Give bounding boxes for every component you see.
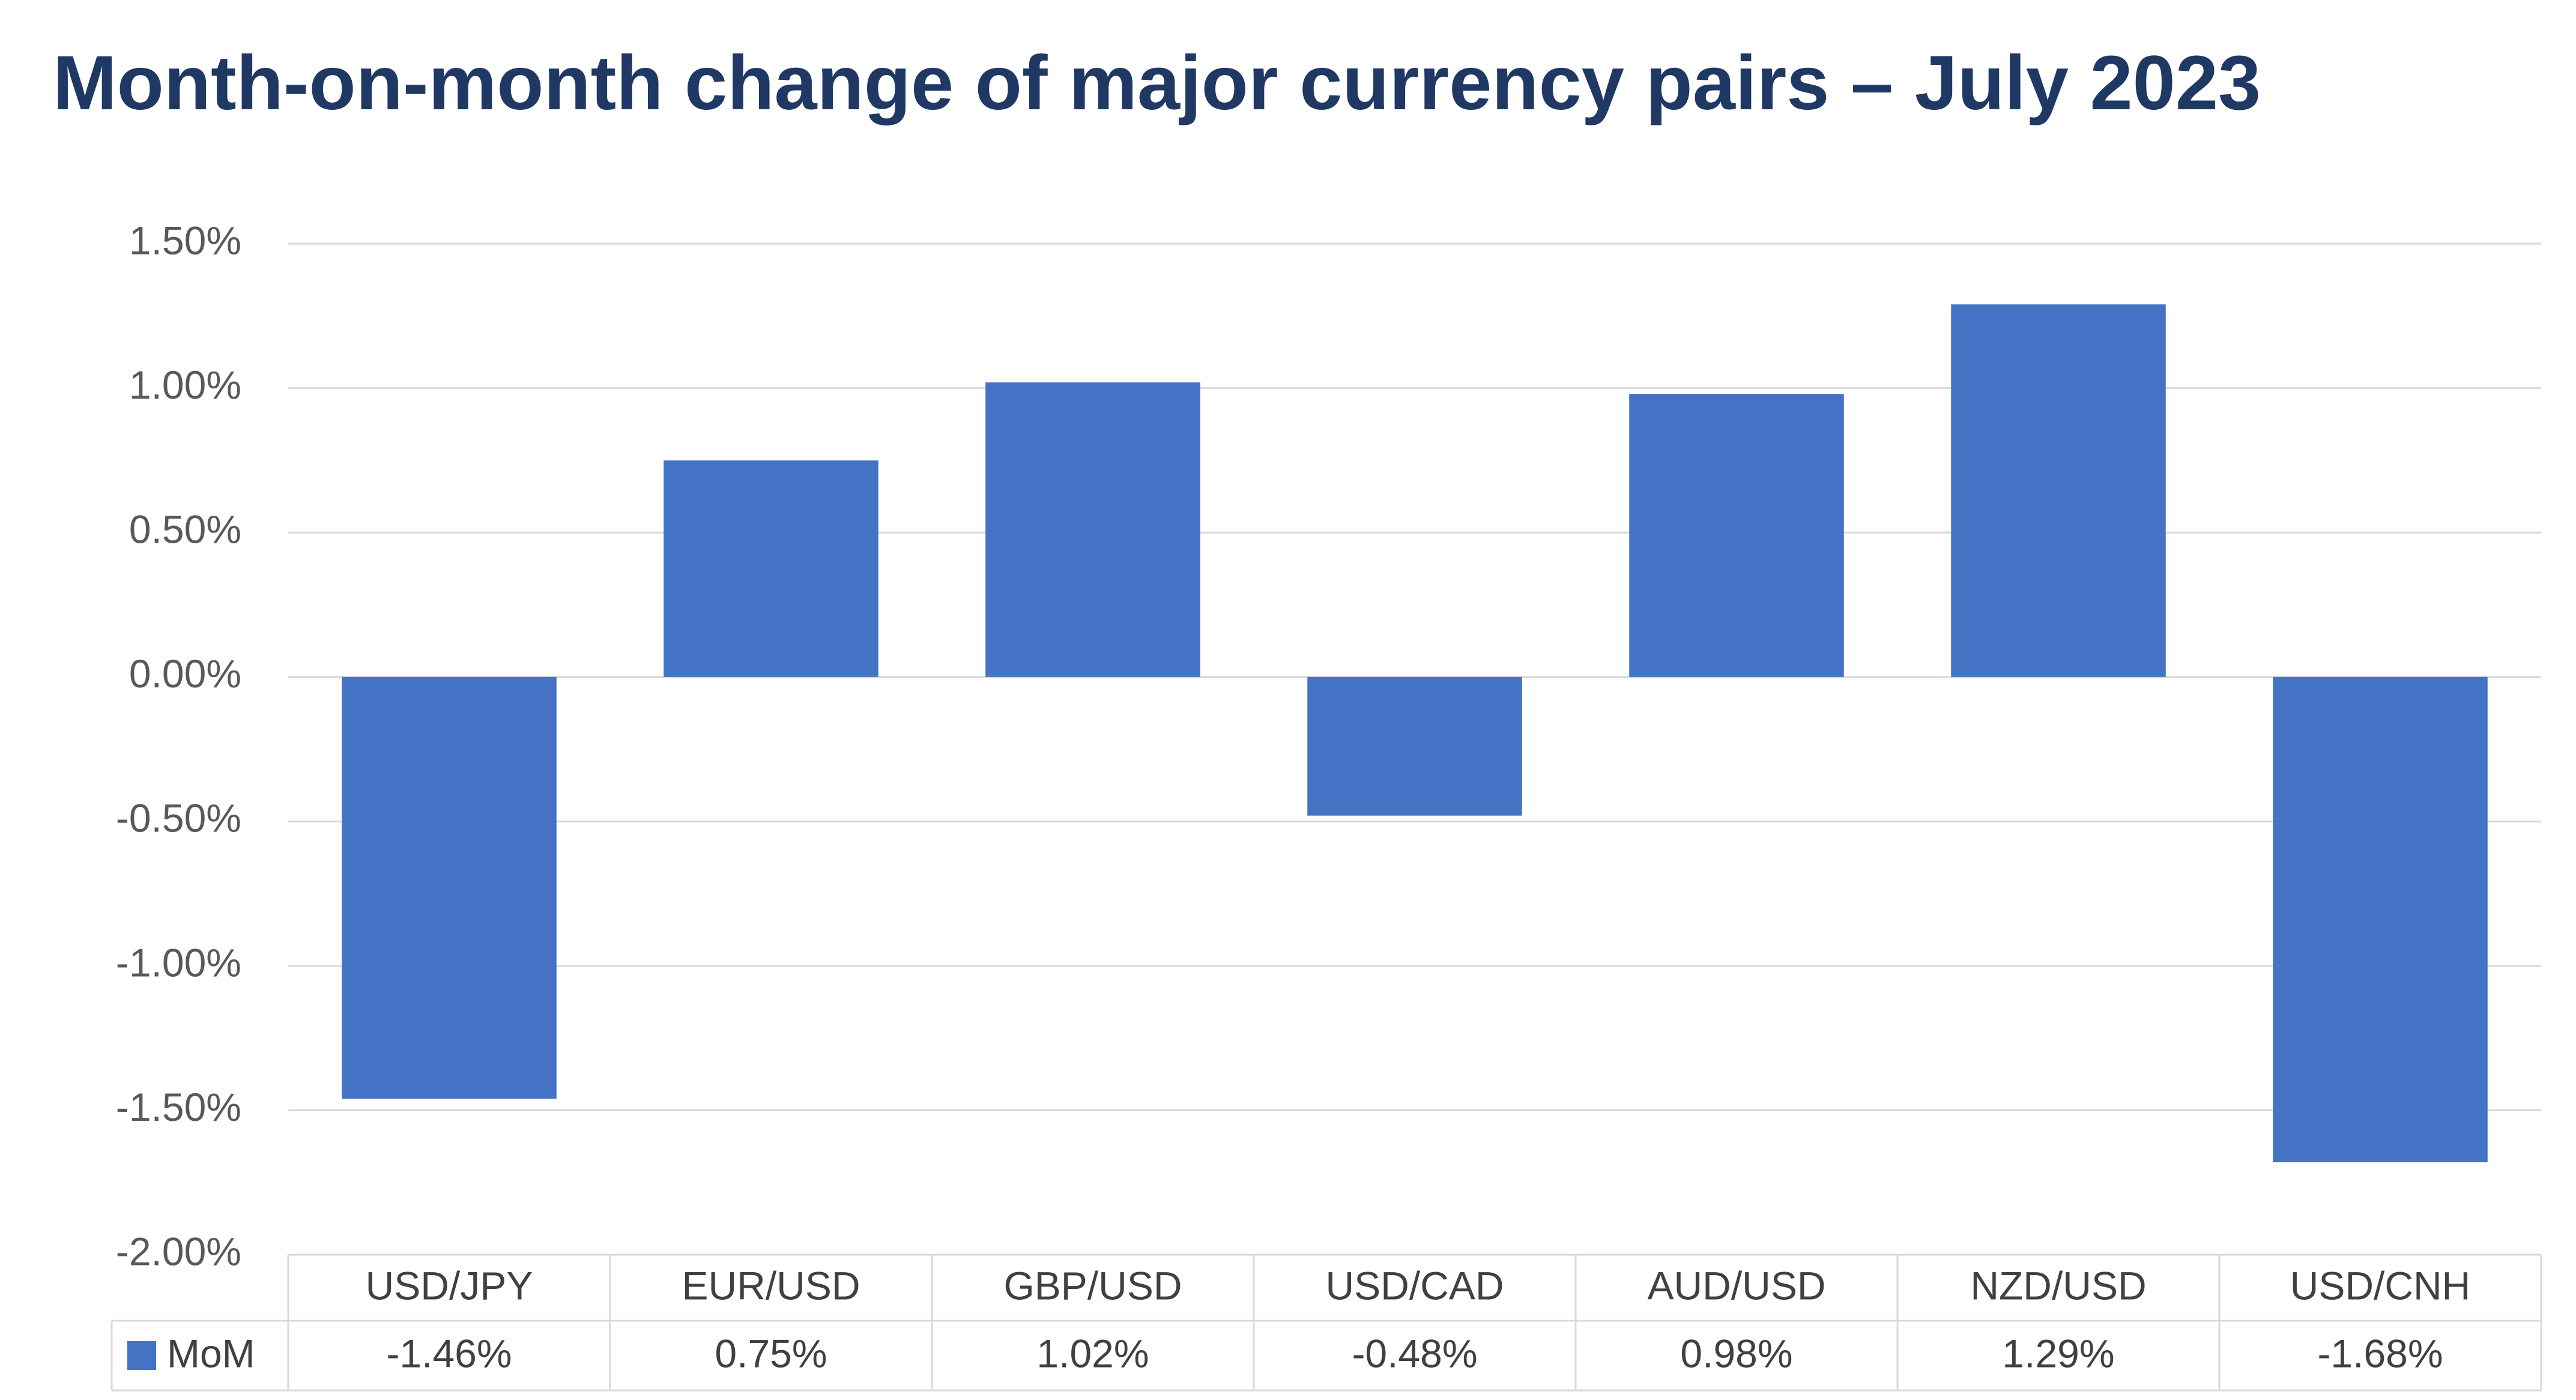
bar-nzd-usd [1951,304,2166,677]
y-tick-label: -0.50% [116,796,241,840]
x-category-label: NZD/USD [1970,1263,2146,1308]
x-category-label: USD/CNH [2290,1263,2471,1308]
legend-label: MoM [167,1331,255,1375]
x-category-label: EUR/USD [682,1263,860,1308]
bar-usd-cnh [2273,677,2488,1163]
bar-eur-usd [664,460,878,677]
x-category-label: GBP/USD [1003,1263,1182,1308]
data-label: 1.02% [1036,1331,1149,1375]
legend-swatch [127,1341,156,1370]
y-tick-label: 0.00% [129,651,241,696]
chart-title: Month-on-month change of major currency … [53,40,2261,126]
y-tick-label: 1.00% [129,363,241,407]
data-label: -0.48% [1352,1331,1477,1375]
bar-usd-cad [1307,677,1522,816]
y-axis-ticks: 1.50% 1.00% 0.50% 0.00% -0.50% -1.00% -1.50% -2… [116,218,241,1273]
y-tick-label: -1.00% [116,940,241,985]
data-table: USD/JPY -1.46% EUR/USD 0.75% GBP/USD 1.02% USD… [110,1254,2542,1392]
bar-usd-jpy [342,677,557,1099]
x-category-label: AUD/USD [1647,1263,1825,1308]
y-tick-label: 0.50% [129,507,241,552]
data-label: -1.68% [2317,1331,2443,1375]
data-label: -1.46% [386,1331,512,1375]
data-label: 0.75% [715,1331,827,1375]
data-label: 0.98% [1680,1331,1792,1375]
bar-gbp-usd [985,382,1200,677]
y-tick-label: -2.00% [116,1229,241,1273]
bars [342,304,2488,1163]
data-label: 1.29% [2002,1331,2114,1375]
x-category-label: USD/JPY [366,1263,533,1308]
y-tick-label: -1.50% [116,1085,241,1129]
y-tick-label: 1.50% [129,218,241,262]
x-category-label: USD/CAD [1325,1263,1504,1308]
bar-aud-usd [1629,394,1844,677]
